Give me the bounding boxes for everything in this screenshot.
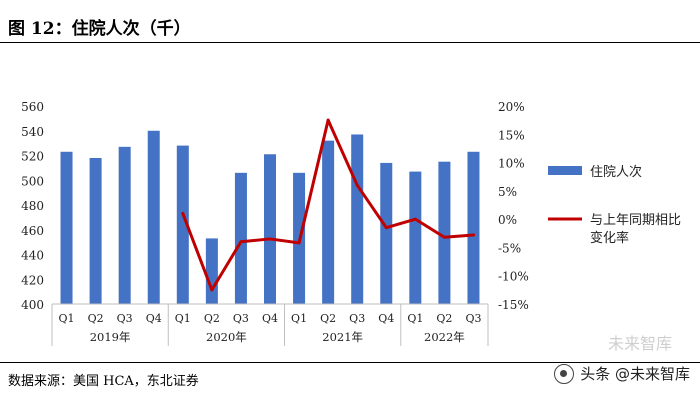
- bar: [147, 130, 160, 304]
- bar: [118, 146, 131, 304]
- x-tick-label: Q2: [204, 312, 220, 325]
- bar: [234, 172, 247, 304]
- legend-bar-label: 住院人次: [590, 164, 642, 180]
- source-note: 数据来源：美国 HCA，东北证券: [8, 374, 199, 389]
- year-label: 2022年: [424, 330, 465, 344]
- bar: [380, 162, 393, 304]
- y-left-tick-label: 420: [21, 273, 44, 287]
- y-right-tick-label: 20%: [498, 100, 525, 114]
- legend-bar-swatch: [548, 166, 582, 175]
- watermark: 头条 @未来智库: [554, 363, 690, 384]
- yoy-change-point: [268, 237, 272, 241]
- yoy-change-point: [413, 217, 417, 221]
- y-right-tick-label: 10%: [498, 157, 525, 171]
- bar: [467, 151, 480, 304]
- x-tick-label: Q3: [465, 312, 481, 325]
- year-label: 2021年: [322, 330, 363, 344]
- x-tick-label: Q4: [146, 312, 162, 325]
- title-divider: [0, 42, 700, 43]
- yoy-change-point: [297, 241, 301, 245]
- combo-chart: 400 420 440 460 480 500 520 540 560 -15% -10% -5% 0%…: [21, 100, 681, 346]
- y-left-tick-label: 400: [21, 298, 44, 312]
- bar: [351, 134, 364, 304]
- y-left-tick-label: 540: [21, 125, 44, 139]
- y-left-tick-label: 440: [21, 249, 44, 263]
- yoy-change-point: [239, 240, 243, 244]
- bar: [176, 145, 189, 304]
- yoy-change-point: [384, 226, 388, 230]
- yoy-change-point: [181, 211, 185, 215]
- source-divider: [0, 362, 700, 363]
- x-tick-label: Q3: [349, 312, 365, 325]
- bar: [409, 171, 422, 304]
- x-tick-label: Q1: [407, 312, 423, 325]
- y-right-tick-label: -15%: [498, 298, 529, 312]
- y-right-tick-label: 0%: [498, 213, 517, 227]
- y-right-tick-label: -5%: [498, 241, 521, 255]
- x-tick-label: Q1: [59, 312, 75, 325]
- legend-line-label-1: 与上年同期相比: [590, 213, 681, 228]
- x-tick-label: Q4: [262, 312, 278, 325]
- y-right-tick-label: 15%: [498, 128, 525, 142]
- y-left-tick-label: 500: [21, 174, 44, 188]
- year-label: 2019年: [90, 330, 131, 344]
- x-tick-label: Q3: [233, 312, 249, 325]
- watermark-text: 头条 @未来智库: [580, 365, 690, 383]
- watermark-ghost: 未来智库: [607, 334, 672, 353]
- x-tick-label: Q1: [291, 312, 307, 325]
- plot-area: 400 420 440 460 480 500 520 540 560 -15% -10% -5% 0%…: [21, 100, 681, 346]
- x-tick-label: Q4: [378, 312, 394, 325]
- figure-title: 图 12：住院人次（千）: [8, 19, 191, 39]
- legend-line-label-2: 变化率: [590, 230, 629, 246]
- bar: [322, 140, 335, 304]
- yoy-change-point: [210, 288, 214, 292]
- x-tick-label: Q2: [320, 312, 336, 325]
- watermark-logo-icon: [554, 363, 575, 384]
- y-right-tick-label: -10%: [498, 270, 529, 284]
- x-tick-label: Q2: [436, 312, 452, 325]
- y-right-tick-label: 5%: [498, 185, 517, 199]
- y-left-tick-label: 520: [21, 150, 44, 164]
- bar: [60, 151, 73, 304]
- yoy-change-point: [355, 183, 359, 187]
- bar: [264, 154, 276, 304]
- y-left-tick-label: 560: [21, 100, 44, 114]
- y-left-tick-label: 460: [21, 224, 44, 238]
- x-tick-label: Q1: [175, 312, 191, 325]
- x-tick-label: Q2: [88, 312, 104, 325]
- year-label: 2020年: [206, 330, 247, 344]
- y-left-tick-label: 480: [21, 199, 44, 213]
- bar: [205, 238, 218, 304]
- yoy-change-point: [442, 235, 446, 239]
- bar: [438, 161, 451, 304]
- bar: [89, 157, 102, 304]
- x-tick-label: Q3: [117, 312, 133, 325]
- yoy-change-point: [471, 233, 475, 237]
- yoy-change-point: [326, 118, 330, 122]
